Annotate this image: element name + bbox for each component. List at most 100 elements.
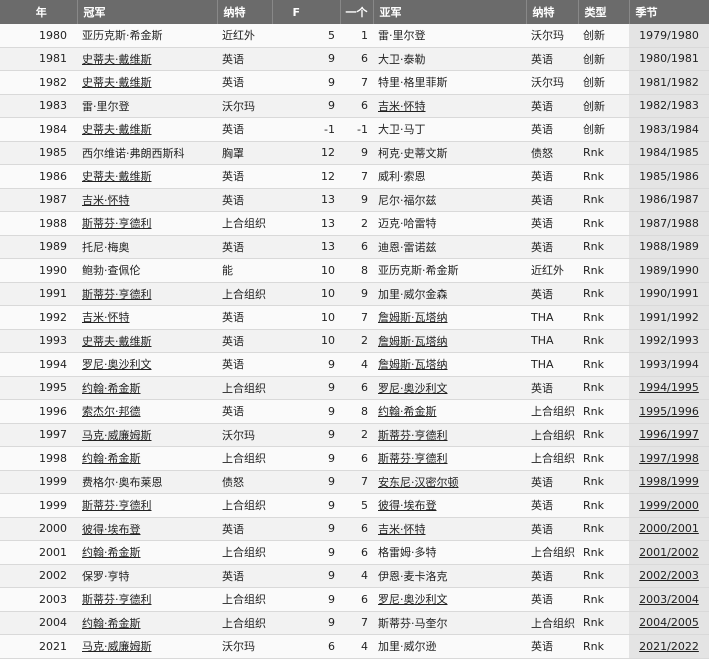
runner-up-cell[interactable]: 罗尼·奥沙利文 [373,376,526,400]
champion-cell[interactable]: 彼得·埃布登 [77,517,217,541]
runner-up-cell[interactable]: 约翰·希金斯 [373,399,526,424]
link[interactable]: 斯蒂芬·亨德利 [378,428,448,442]
champion-cell[interactable]: 罗尼·奥沙利文 [77,352,217,377]
link[interactable]: 安东尼·汉密尔顿 [378,475,459,489]
link[interactable]: 约翰·希金斯 [82,616,141,630]
season-cell[interactable]: 1995/1996 [629,399,709,424]
champion-cell[interactable]: 索杰尔·邦德 [77,399,217,424]
link[interactable]: 2004/2005 [639,616,699,630]
link[interactable]: 约翰·希金斯 [82,381,141,395]
champion-cell: 保罗·亨特 [77,564,217,588]
link[interactable]: 史蒂夫·戴维斯 [82,334,152,348]
runner-up-cell[interactable]: 罗尼·奥沙利文 [373,587,526,612]
link[interactable]: 吉米·怀特 [378,99,426,113]
link[interactable]: 史蒂夫·戴维斯 [82,76,152,90]
runner-up-cell[interactable]: 詹姆斯·瓦塔纳 [373,305,526,330]
link[interactable]: 1994/1995 [639,381,699,395]
champion-cell[interactable]: 斯蒂芬·亨德利 [77,587,217,612]
link[interactable]: 1998/1999 [639,475,699,489]
link[interactable]: 2000/2001 [639,522,699,536]
champion-cell[interactable]: 约翰·希金斯 [77,446,217,471]
champion-cell[interactable]: 约翰·希金斯 [77,376,217,400]
col-header-season[interactable]: 季节 [629,0,709,24]
link[interactable]: 罗尼·奥沙利文 [82,358,152,372]
link[interactable]: 斯蒂芬·亨德利 [82,499,152,513]
season-cell[interactable]: 2004/2005 [629,611,709,635]
champion-cell[interactable]: 吉米·怀特 [77,188,217,212]
link[interactable]: 约翰·希金斯 [82,546,141,560]
season-cell[interactable]: 1999/2000 [629,493,709,518]
link[interactable]: 吉米·怀特 [82,193,130,207]
link[interactable]: 1996/1997 [639,428,699,442]
runner-up-cell[interactable]: 吉米·怀特 [373,517,526,541]
link[interactable]: 史蒂夫·戴维斯 [82,52,152,66]
link[interactable]: 约翰·希金斯 [378,405,437,419]
link[interactable]: 马克·威廉姆斯 [82,640,152,654]
col-header-type[interactable]: 类型 [578,0,630,24]
link[interactable]: 罗尼·奥沙利文 [378,593,448,607]
link[interactable]: 吉米·怀特 [378,522,426,536]
link[interactable]: 1995/1996 [639,404,699,418]
link[interactable]: 索杰尔·邦德 [82,405,141,419]
link[interactable]: 史蒂夫·戴维斯 [82,170,152,184]
link[interactable]: 詹姆斯·瓦塔纳 [378,311,448,325]
link[interactable]: 2002/2003 [639,569,699,583]
link[interactable]: 史蒂夫·戴维斯 [82,123,152,137]
champion-cell[interactable]: 史蒂夫·戴维斯 [77,47,217,71]
champion-cell[interactable]: 史蒂夫·戴维斯 [77,117,217,142]
link[interactable]: 2021/2022 [639,639,699,653]
runner-up-cell[interactable]: 吉米·怀特 [373,94,526,118]
runner-up-cell[interactable]: 詹姆斯·瓦塔纳 [373,352,526,377]
link[interactable]: 詹姆斯·瓦塔纳 [378,358,448,372]
champion-cell[interactable]: 史蒂夫·戴维斯 [77,164,217,189]
col-header-final-score-winner[interactable]: F [272,0,341,24]
col-header-runner-nationality[interactable]: 纳特 [526,0,579,24]
link[interactable]: 2003/2004 [639,592,699,606]
season-cell[interactable]: 2003/2004 [629,587,709,612]
champion-cell[interactable]: 史蒂夫·戴维斯 [77,70,217,95]
link[interactable]: 马克·威廉姆斯 [82,428,152,442]
link[interactable]: 詹姆斯·瓦塔纳 [378,334,448,348]
runner-up-cell[interactable]: 安东尼·汉密尔顿 [373,470,526,494]
champion-cell[interactable]: 约翰·希金斯 [77,540,217,565]
season-cell[interactable]: 1998/1999 [629,470,709,494]
season-cell[interactable]: 1997/1998 [629,446,709,471]
link[interactable]: 斯蒂芬·亨德利 [82,217,152,231]
season-cell[interactable]: 2001/2002 [629,540,709,565]
link[interactable]: 斯蒂芬·亨德利 [82,287,152,301]
champion-cell[interactable]: 斯蒂芬·亨德利 [77,282,217,306]
runner-up-cell[interactable]: 斯蒂芬·亨德利 [373,446,526,471]
link[interactable]: 约翰·希金斯 [82,452,141,466]
season-cell[interactable]: 1994/1995 [629,376,709,400]
season-cell[interactable]: 2002/2003 [629,564,709,588]
col-header-final-score-runner[interactable]: 一个 [340,0,374,24]
col-header-year[interactable]: 年 [0,0,78,24]
col-header-champion-nationality[interactable]: 纳特 [217,0,273,24]
cell-text: 英语 [531,99,553,113]
link[interactable]: 斯蒂芬·亨德利 [378,452,448,466]
champion-cell[interactable]: 史蒂夫·戴维斯 [77,329,217,353]
link[interactable]: 罗尼·奥沙利文 [378,381,448,395]
col-header-champion[interactable]: 冠军 [77,0,218,24]
champion-cell[interactable]: 斯蒂芬·亨德利 [77,493,217,518]
champion-cell[interactable]: 约翰·希金斯 [77,611,217,635]
link[interactable]: 1997/1998 [639,451,699,465]
season-cell[interactable]: 2021/2022 [629,634,709,659]
link[interactable]: 彼得·埃布登 [378,499,437,513]
runner-up-cell[interactable]: 斯蒂芬·亨德利 [373,423,526,447]
runner-up-cell[interactable]: 詹姆斯·瓦塔纳 [373,329,526,353]
season-cell[interactable]: 1996/1997 [629,423,709,447]
season-cell[interactable]: 2000/2001 [629,517,709,541]
champion-cell[interactable]: 马克·威廉姆斯 [77,634,217,659]
runner-up-cell[interactable]: 彼得·埃布登 [373,493,526,518]
link[interactable]: 2001/2002 [639,545,699,559]
champion-cell[interactable]: 斯蒂芬·亨德利 [77,211,217,236]
col-header-runner-up[interactable]: 亚军 [373,0,527,24]
link[interactable]: 斯蒂芬·亨德利 [82,593,152,607]
champion-cell[interactable]: 马克·威廉姆斯 [77,423,217,447]
link[interactable]: 彼得·埃布登 [82,522,141,536]
link[interactable]: 1999/2000 [639,498,699,512]
link[interactable]: 吉米·怀特 [82,311,130,325]
champion-cell[interactable]: 吉米·怀特 [77,305,217,330]
cell-text: 10 [321,287,335,301]
